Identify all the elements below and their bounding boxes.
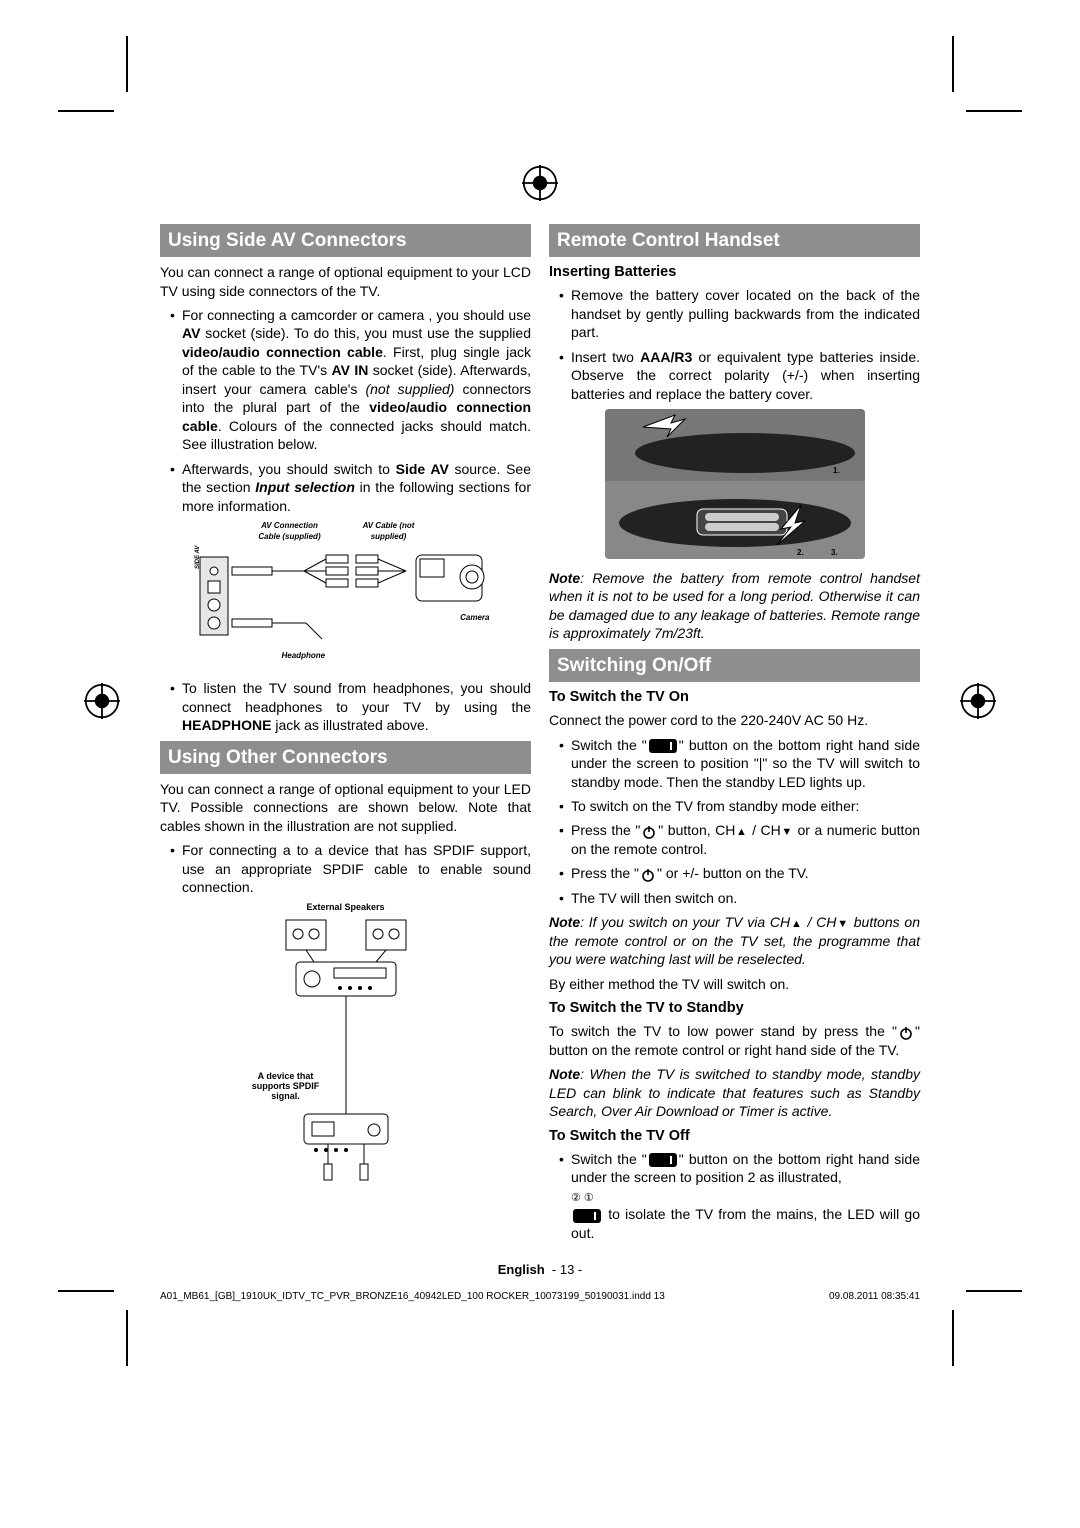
switch-on-bullet-5: The TV will then switch on. [559,889,920,907]
crop-mark [58,110,114,112]
side-av-intro: You can connect a range of optional equi… [160,263,531,300]
other-conn-intro: You can connect a range of optional equi… [160,780,531,835]
battery-bullet-1: Remove the battery cover located on the … [559,286,920,341]
heading-other-connectors: Using Other Connectors [160,741,531,774]
ch-down-icon [836,914,849,930]
switch-off-bullet: Switch the "" button on the bottom right… [559,1150,920,1242]
registration-mark-icon [960,683,996,719]
note-standby-blink: Note: When the TV is switched to standby… [549,1065,920,1120]
crop-mark [966,1290,1022,1292]
crop-mark [126,1310,128,1366]
rocker-switch-icon [649,1153,677,1167]
av-connection-diagram: AV Connection Cable (supplied) AV Cable … [196,521,496,671]
switch-on-bullet-4: Press the "" or +/- button on the TV. [559,864,920,882]
subheading-tv-off: To Switch the TV Off [549,1127,920,1146]
heading-switching: Switching On/Off [549,649,920,682]
subheading-tv-on: To Switch the TV On [549,688,920,707]
rocker-switch-icon [649,739,677,753]
headphone-bullet: To listen the TV sound from headphones, … [170,679,531,734]
remote-battery-illustration: 1. 2. 3. [605,409,865,559]
ch-up-icon [790,914,803,930]
power-icon [642,825,656,839]
standby-text: To switch the TV to low power stand by p… [549,1022,920,1059]
crop-mark [952,36,954,92]
ch-up-icon [735,822,747,838]
note-ch-reselect: Note: If you switch on your TV via CH / … [549,913,920,968]
power-icon [899,1026,913,1040]
right-column: Remote Control Handset Inserting Batteri… [549,218,920,1248]
side-av-bullet-2: Afterwards, you should switch to Side AV… [170,460,531,515]
rocker-switch-icon [573,1209,601,1223]
svg-text:2.: 2. [797,548,804,557]
crop-mark [126,36,128,92]
switch-on-bullet-1: Switch the "" button on the bottom right… [559,736,920,791]
registration-mark-icon [522,165,558,201]
crop-mark [952,1310,954,1366]
either-method: By either method the TV will switch on. [549,975,920,993]
heading-remote: Remote Control Handset [549,224,920,257]
subheading-standby: To Switch the TV to Standby [549,999,920,1018]
footer-filename: A01_MB61_[GB]_1910UK_IDTV_TC_PVR_BRONZE1… [160,1291,665,1302]
switch-on-bullet-3: Press the "" button, CH / CH or a numeri… [559,821,920,858]
power-icon [641,868,655,882]
battery-bullet-2: Insert two AAA/R3 or equivalent type bat… [559,348,920,403]
speaker-diagram: External Speakers [256,902,436,1202]
note-remote-battery: Note: Remove the battery from remote con… [549,569,920,643]
heading-side-av: Using Side AV Connectors [160,224,531,257]
svg-text:3.: 3. [831,548,838,557]
connect-power: Connect the power cord to the 220-240V A… [549,711,920,729]
page-content: Using Side AV Connectors You can connect… [160,218,920,1248]
svg-text:1.: 1. [833,466,840,475]
crop-mark [58,1290,114,1292]
side-av-bullet-1: For connecting a camcorder or camera , y… [170,306,531,454]
ch-down-icon [781,822,793,838]
page-footer: English - 13 - [0,1262,1080,1277]
left-column: Using Side AV Connectors You can connect… [160,218,531,1248]
print-footer: A01_MB61_[GB]_1910UK_IDTV_TC_PVR_BRONZE1… [160,1285,920,1302]
subheading-batteries: Inserting Batteries [549,263,920,282]
registration-mark-icon [84,683,120,719]
switch-on-bullet-2: To switch on the TV from standby mode ei… [559,797,920,815]
footer-date: 09.08.2011 08:35:41 [829,1291,920,1302]
crop-mark [966,110,1022,112]
spdif-bullet: For connecting a to a device that has SP… [170,841,531,896]
